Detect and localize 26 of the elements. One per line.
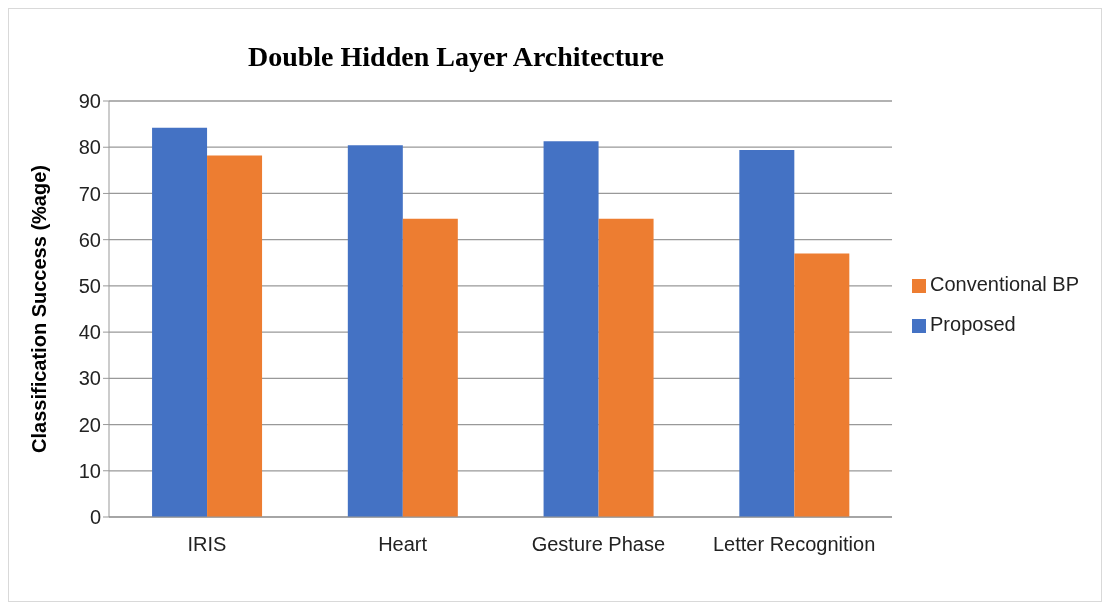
y-tick-label: 30: [78, 367, 101, 390]
x-tick-label: Heart: [378, 533, 428, 556]
y-tick-label: 70: [78, 182, 101, 205]
x-tick-label: Letter Recognition: [712, 533, 876, 556]
bar: [347, 145, 403, 517]
bar: [794, 253, 850, 517]
x-tick-label: IRIS: [187, 533, 227, 556]
y-tick-label: 40: [78, 321, 101, 344]
bar: [543, 141, 599, 517]
y-tick-label: 10: [78, 459, 101, 482]
bar: [402, 218, 458, 517]
bar: [152, 127, 208, 517]
chart-title: Double Hidden Layer Architecture: [246, 41, 666, 73]
bar: [207, 155, 263, 517]
bar: [739, 150, 795, 517]
legend-label: Conventional BP: [930, 273, 1079, 295]
y-tick-label: 50: [78, 274, 101, 297]
y-axis-title: Classification Success (%age): [28, 165, 51, 453]
y-tick-label: 80: [78, 136, 101, 159]
x-tick-label: Gesture Phase: [531, 533, 666, 556]
bar: [598, 218, 654, 517]
y-tick-label: 20: [78, 413, 101, 436]
y-tick-label: 90: [78, 90, 101, 113]
y-tick-label: 60: [78, 228, 101, 251]
y-tick-label: 0: [89, 506, 101, 529]
legend-label: Proposed: [930, 313, 1016, 335]
